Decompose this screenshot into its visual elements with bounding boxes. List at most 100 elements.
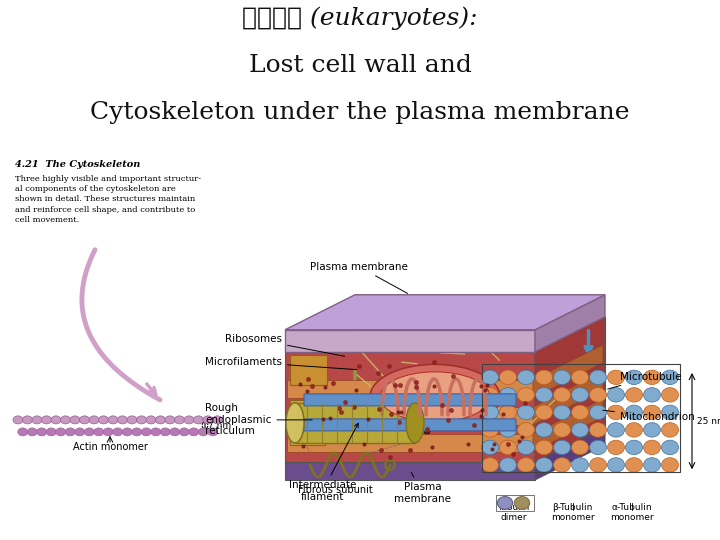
- Ellipse shape: [42, 416, 52, 424]
- Text: Microtubule: Microtubule: [608, 372, 682, 389]
- Ellipse shape: [380, 372, 490, 422]
- Ellipse shape: [89, 416, 99, 424]
- Ellipse shape: [127, 416, 137, 424]
- Ellipse shape: [66, 428, 76, 436]
- Ellipse shape: [644, 423, 660, 437]
- Ellipse shape: [536, 405, 552, 420]
- Polygon shape: [535, 427, 605, 480]
- Ellipse shape: [18, 428, 28, 436]
- Ellipse shape: [514, 497, 530, 509]
- Ellipse shape: [518, 458, 534, 472]
- Polygon shape: [285, 352, 535, 462]
- Ellipse shape: [590, 440, 606, 455]
- Ellipse shape: [37, 428, 47, 436]
- Ellipse shape: [536, 423, 552, 437]
- Ellipse shape: [626, 370, 642, 384]
- Text: Three highly visible and important structur-
al components of the cytoskeleton a: Three highly visible and important struc…: [15, 174, 201, 224]
- Ellipse shape: [662, 458, 678, 472]
- Ellipse shape: [554, 388, 570, 402]
- Ellipse shape: [608, 423, 624, 437]
- Ellipse shape: [60, 416, 71, 424]
- Ellipse shape: [482, 388, 498, 402]
- Polygon shape: [285, 330, 535, 352]
- Ellipse shape: [500, 370, 516, 384]
- Text: Cytoskeleton under the plasma membrane: Cytoskeleton under the plasma membrane: [90, 102, 630, 124]
- Ellipse shape: [174, 416, 184, 424]
- Ellipse shape: [32, 416, 42, 424]
- Ellipse shape: [482, 405, 498, 420]
- Ellipse shape: [518, 388, 534, 402]
- Text: 4.21  The Cytoskeleton: 4.21 The Cytoskeleton: [15, 160, 140, 168]
- Ellipse shape: [150, 428, 161, 436]
- Ellipse shape: [536, 458, 552, 472]
- Ellipse shape: [108, 416, 118, 424]
- Ellipse shape: [370, 364, 500, 429]
- Ellipse shape: [482, 440, 498, 455]
- Ellipse shape: [179, 428, 189, 436]
- Polygon shape: [285, 295, 605, 330]
- Text: 8–12 nm: 8–12 nm: [431, 418, 470, 427]
- Ellipse shape: [103, 428, 113, 436]
- Ellipse shape: [608, 440, 624, 455]
- Ellipse shape: [608, 405, 624, 420]
- Polygon shape: [287, 407, 533, 425]
- Ellipse shape: [203, 416, 213, 424]
- Ellipse shape: [84, 428, 94, 436]
- Ellipse shape: [518, 440, 534, 455]
- Text: Intermediate
filament: Intermediate filament: [289, 423, 359, 502]
- Ellipse shape: [500, 423, 516, 437]
- Ellipse shape: [644, 458, 660, 472]
- Ellipse shape: [117, 416, 127, 424]
- Text: 7 nm: 7 nm: [208, 421, 231, 430]
- Polygon shape: [533, 372, 603, 425]
- Ellipse shape: [572, 405, 588, 420]
- Ellipse shape: [608, 458, 624, 472]
- Ellipse shape: [644, 405, 660, 420]
- Text: Fibrous subunit: Fibrous subunit: [297, 485, 372, 495]
- Ellipse shape: [170, 428, 180, 436]
- Ellipse shape: [55, 428, 66, 436]
- Ellipse shape: [132, 428, 142, 436]
- Ellipse shape: [554, 405, 570, 420]
- Ellipse shape: [572, 458, 588, 472]
- Ellipse shape: [482, 458, 498, 472]
- Text: 25 nm: 25 nm: [697, 417, 720, 426]
- Ellipse shape: [141, 428, 151, 436]
- Ellipse shape: [662, 370, 678, 384]
- Ellipse shape: [500, 440, 516, 455]
- Text: 真核細胞 (eukaryotes):: 真核細胞 (eukaryotes):: [242, 6, 478, 30]
- Ellipse shape: [572, 423, 588, 437]
- Ellipse shape: [51, 416, 61, 424]
- Ellipse shape: [75, 428, 85, 436]
- Polygon shape: [287, 434, 533, 452]
- Polygon shape: [533, 399, 603, 452]
- Ellipse shape: [27, 428, 37, 436]
- Ellipse shape: [500, 405, 516, 420]
- Ellipse shape: [22, 416, 32, 424]
- Ellipse shape: [590, 423, 606, 437]
- Ellipse shape: [137, 416, 146, 424]
- Ellipse shape: [79, 416, 89, 424]
- Ellipse shape: [590, 370, 606, 384]
- Ellipse shape: [70, 416, 80, 424]
- Text: Rough
endoplasmic
reticulum: Rough endoplasmic reticulum: [205, 403, 312, 436]
- Ellipse shape: [198, 428, 208, 436]
- Text: Microfilaments: Microfilaments: [205, 357, 357, 370]
- Ellipse shape: [518, 370, 534, 384]
- Polygon shape: [533, 345, 603, 398]
- Ellipse shape: [536, 370, 552, 384]
- Polygon shape: [355, 317, 605, 427]
- Polygon shape: [287, 380, 533, 398]
- Ellipse shape: [113, 428, 122, 436]
- Ellipse shape: [13, 416, 23, 424]
- FancyBboxPatch shape: [304, 394, 516, 406]
- Ellipse shape: [626, 388, 642, 402]
- Ellipse shape: [572, 388, 588, 402]
- Text: Actin monomer: Actin monomer: [73, 442, 148, 452]
- Ellipse shape: [572, 440, 588, 455]
- Ellipse shape: [482, 423, 498, 437]
- Ellipse shape: [590, 405, 606, 420]
- Text: Tubulin
dimer: Tubulin dimer: [498, 503, 530, 522]
- Text: Lost cell wall and: Lost cell wall and: [248, 54, 472, 77]
- Ellipse shape: [662, 405, 678, 420]
